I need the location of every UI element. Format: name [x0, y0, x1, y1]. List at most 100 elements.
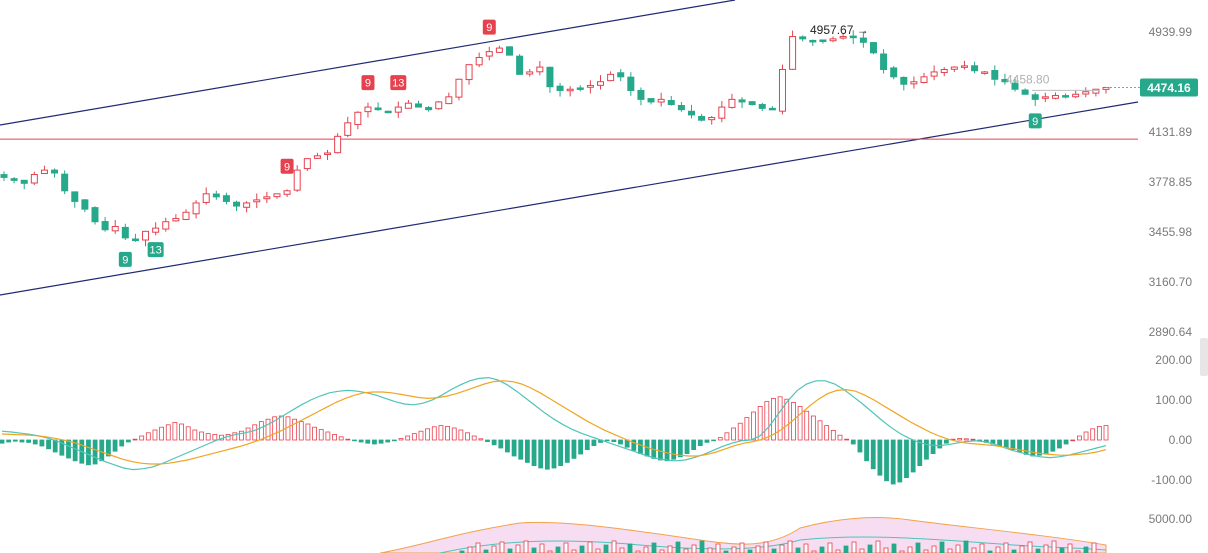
volume-bar	[795, 547, 801, 553]
volume-bar	[571, 549, 577, 553]
candle-body	[324, 152, 332, 155]
candle-body	[971, 65, 979, 72]
macd-histogram-bar	[870, 439, 876, 470]
macd-histogram-bar	[604, 439, 610, 442]
td-sell-label: 9	[361, 75, 375, 91]
macd-histogram-bar	[751, 411, 756, 441]
volume-bar	[971, 547, 977, 553]
candle-body	[789, 36, 797, 70]
volume-bar	[987, 550, 993, 553]
candle-body	[111, 226, 119, 232]
td-label-text: 9	[486, 22, 492, 34]
candle-body	[273, 193, 281, 198]
candle-body	[607, 73, 615, 82]
macd-histogram-bar	[239, 430, 244, 441]
volume-ma-line	[439, 536, 1107, 553]
price-axis-tick: 4939.99	[1149, 25, 1193, 39]
candle-body	[880, 53, 888, 70]
macd-histogram-bar	[764, 401, 770, 441]
volume-bar	[771, 548, 777, 553]
candle-body	[364, 106, 372, 113]
volume-bar	[955, 544, 961, 553]
candle-body	[81, 199, 89, 210]
candle-body	[748, 101, 756, 105]
price-axis-tick: 2890.64	[1149, 325, 1193, 339]
candle-body	[556, 85, 564, 91]
price-axis-tick: 3160.70	[1149, 275, 1193, 289]
macd-histogram-bar	[1050, 439, 1056, 452]
candle-body	[475, 57, 483, 66]
macd-histogram-bar	[139, 435, 145, 441]
macd-histogram-bar	[1003, 439, 1009, 448]
volume-bar	[939, 541, 945, 553]
volume-bar	[779, 544, 785, 553]
candle-body	[930, 71, 938, 77]
candle-body	[1092, 88, 1100, 94]
volume-bar	[523, 540, 529, 553]
macd-histogram-bar	[731, 427, 736, 441]
candle-body	[354, 111, 362, 125]
candle-body	[263, 196, 271, 200]
macd-histogram-bar	[112, 439, 118, 452]
candle-body	[303, 158, 311, 170]
macd-histogram-bar	[591, 439, 597, 446]
td-sell-label: 13	[390, 75, 407, 91]
macd-histogram-bar	[125, 439, 131, 443]
volume-bar	[1051, 540, 1057, 553]
candle-body	[1041, 96, 1049, 99]
macd-histogram-bar	[904, 439, 909, 478]
candle-body	[960, 65, 968, 68]
volume-bar	[979, 543, 985, 553]
volume-bar	[547, 550, 553, 553]
volume-bar	[811, 550, 817, 553]
macd-histogram-bar	[325, 431, 331, 441]
volume-bar	[915, 542, 921, 553]
candle-body	[829, 38, 837, 42]
volume-bar	[899, 550, 905, 553]
macd-histogram-bar	[391, 439, 397, 442]
macd-histogram-bar	[817, 420, 823, 441]
volume-bar	[747, 549, 753, 553]
candle-body	[647, 98, 655, 103]
macd-histogram-bar	[418, 430, 424, 441]
candle-body	[1011, 82, 1019, 90]
volume-bar	[675, 541, 681, 553]
candle-body	[142, 230, 150, 241]
td-label-text: 13	[150, 245, 162, 257]
macd-histogram-bar	[358, 439, 364, 443]
macd-histogram-bar	[199, 431, 204, 441]
macd-histogram-bar	[544, 439, 550, 470]
macd-histogram-bar	[431, 426, 437, 441]
candle-body	[222, 195, 230, 202]
volume-bar	[755, 545, 761, 553]
td-label-box	[482, 19, 496, 35]
macd-histogram-bar	[897, 439, 903, 483]
panel-resize-handle[interactable]	[1200, 338, 1208, 376]
candle-body	[546, 66, 554, 88]
volume-bar	[707, 547, 713, 553]
candle-body	[313, 155, 321, 159]
volume-bar	[859, 548, 865, 553]
macd-histogram-bar	[518, 439, 524, 460]
macd-histogram-bar	[458, 429, 464, 441]
macd-histogram-bar	[864, 439, 869, 462]
candle-body	[576, 87, 584, 90]
high-price-annotation: 4957.67 →	[810, 23, 869, 37]
macd-histogram-bar	[804, 410, 810, 441]
macd-histogram-bar	[66, 439, 71, 459]
volume-bar	[467, 546, 473, 553]
volume-bar	[579, 545, 585, 553]
macd-histogram-bar	[1063, 439, 1069, 445]
candle-body	[485, 51, 493, 57]
candle-body	[981, 71, 989, 74]
macd-histogram-bar	[704, 439, 710, 443]
macd-histogram-bar	[1090, 428, 1096, 441]
macd-histogram-bar	[152, 429, 158, 441]
candle-body	[293, 169, 301, 191]
macd-dif-line	[1, 376, 1107, 471]
volume-bar	[1043, 544, 1049, 553]
volume-bar	[1059, 547, 1065, 553]
macd-histogram-bar	[1083, 431, 1089, 441]
candle-body	[415, 103, 423, 108]
